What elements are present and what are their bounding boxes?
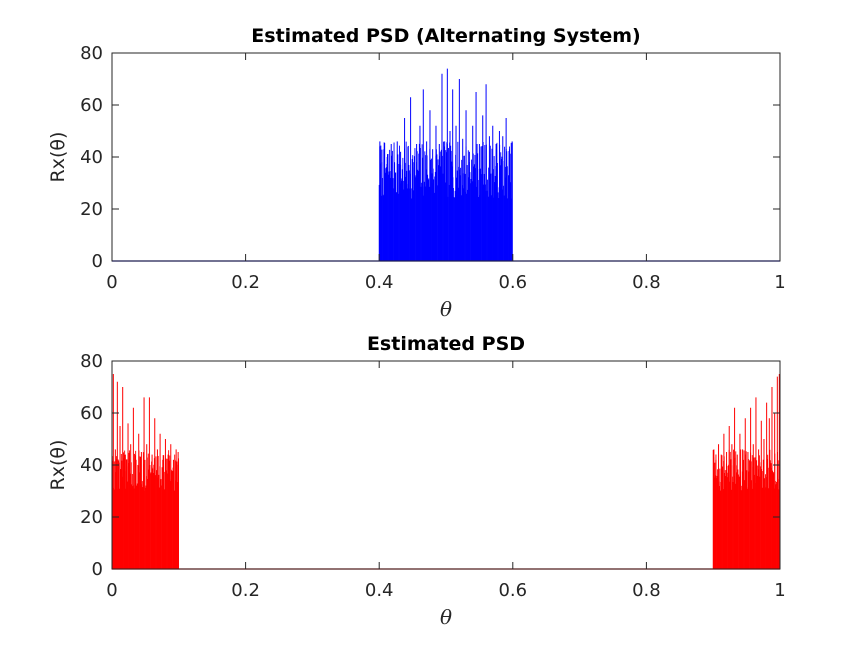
y-axis-label-bottom: Rx(θ) bbox=[47, 440, 69, 491]
x-tick-label: 0 bbox=[106, 272, 117, 293]
y-tick-label: 20 bbox=[80, 199, 103, 220]
series-line-bottom bbox=[111, 374, 781, 570]
x-tick-label: 1 bbox=[774, 272, 785, 293]
x-tick-label: 0.2 bbox=[231, 580, 260, 601]
subplot-top: Estimated PSD (Alternating System) 0 20 … bbox=[47, 25, 786, 321]
y-axis-label-top: Rx(θ) bbox=[47, 132, 69, 183]
y-tick-label: 0 bbox=[92, 251, 103, 272]
x-tick-label: 0.8 bbox=[632, 272, 661, 293]
x-tick-label: 0.6 bbox=[498, 580, 527, 601]
y-tick-label: 80 bbox=[80, 43, 103, 64]
y-tick-label: 80 bbox=[80, 351, 103, 372]
x-tick-label: 0.4 bbox=[365, 580, 394, 601]
chart-title-top: Estimated PSD (Alternating System) bbox=[251, 25, 640, 47]
tick-marks-top bbox=[111, 52, 781, 262]
x-tick-label: 0.2 bbox=[231, 272, 260, 293]
y-tick-label: 60 bbox=[80, 403, 103, 424]
x-tick-labels-bottom: 0 0.2 0.4 0.6 0.8 1 bbox=[106, 580, 785, 601]
x-tick-label: 0.8 bbox=[632, 580, 661, 601]
x-tick-label: 1 bbox=[774, 580, 785, 601]
x-tick-label: 0.4 bbox=[365, 272, 394, 293]
x-axis-label-bottom: θ bbox=[440, 605, 452, 629]
plot-area-bottom bbox=[112, 361, 780, 569]
series-peaks bbox=[112, 374, 780, 569]
y-tick-label: 60 bbox=[80, 95, 103, 116]
series-peaks bbox=[379, 68, 513, 261]
y-tick-label: 20 bbox=[80, 507, 103, 528]
x-axis-label-top: θ bbox=[440, 297, 452, 321]
y-tick-labels-bottom: 0 20 40 60 80 bbox=[80, 351, 103, 580]
y-tick-labels-top: 0 20 40 60 80 bbox=[80, 43, 103, 272]
y-tick-label: 40 bbox=[80, 147, 103, 168]
tick-marks-bottom bbox=[111, 360, 781, 570]
subplot-bottom: Estimated PSD 0 20 40 60 80 0 0.2 0.4 0.… bbox=[47, 333, 786, 629]
y-tick-label: 40 bbox=[80, 455, 103, 476]
y-tick-label: 0 bbox=[92, 559, 103, 580]
chart-title-bottom: Estimated PSD bbox=[367, 333, 525, 355]
x-tick-label: 0.6 bbox=[498, 272, 527, 293]
series-line-top bbox=[112, 68, 780, 262]
x-tick-label: 0 bbox=[106, 580, 117, 601]
x-tick-labels-top: 0 0.2 0.4 0.6 0.8 1 bbox=[106, 272, 785, 293]
